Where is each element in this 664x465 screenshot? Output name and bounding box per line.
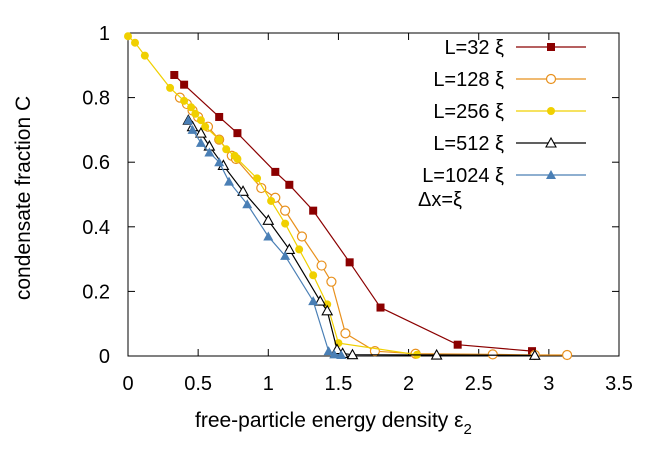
series-layer [124, 32, 573, 361]
data-point [528, 349, 541, 360]
y-tick-label: 0.2 [82, 281, 110, 303]
data-point [183, 115, 194, 125]
x-tick-label: 1.5 [325, 373, 353, 395]
data-point [336, 350, 347, 360]
data-point [296, 231, 308, 242]
data-point [267, 196, 276, 205]
x-tick-labels: 0 0.5 1 1.5 2 2.5 3 3.5 [122, 373, 632, 395]
data-point [195, 126, 207, 138]
legend-marker [546, 170, 556, 179]
data-point [237, 185, 249, 196]
x-tick-label: 3.5 [605, 373, 633, 395]
data-point [180, 96, 189, 105]
data-point [329, 349, 340, 359]
data-point [346, 348, 359, 360]
legend-marker [547, 43, 555, 51]
data-point [166, 83, 175, 92]
x-tick-label: 3 [543, 373, 554, 395]
data-point [430, 348, 443, 360]
legend-marker [545, 136, 557, 148]
data-point [285, 180, 294, 189]
series-line [187, 119, 535, 356]
x-axis-label-main: free-particle energy density ε [195, 409, 464, 432]
data-point [283, 243, 296, 254]
data-point [187, 103, 196, 112]
series-4 [183, 115, 347, 360]
data-point [271, 167, 280, 176]
legend-label: L=512 ξ [433, 133, 504, 155]
y-tick-label: 1 [99, 23, 110, 45]
x-tick-label: 0.5 [184, 373, 212, 395]
data-point [233, 154, 242, 163]
x-axis-label-sub: 2 [464, 421, 472, 438]
data-point [561, 349, 573, 361]
data-point [253, 174, 262, 183]
data-point [242, 199, 253, 209]
data-point [323, 346, 334, 356]
data-point [204, 147, 215, 157]
x-tick-label: 2 [403, 373, 414, 395]
data-point [453, 340, 462, 349]
data-point [314, 294, 327, 306]
data-point [487, 349, 498, 360]
x-tick-label: 1 [263, 373, 274, 395]
legend-label: L=128 ξ [433, 69, 504, 91]
legend-marker [547, 107, 555, 115]
legend-marker [545, 73, 557, 85]
data-point [196, 116, 205, 125]
data-point [340, 328, 351, 339]
data-point [280, 205, 291, 216]
legend-label: L=256 ξ [433, 101, 504, 123]
data-point [215, 112, 224, 121]
data-point [376, 303, 385, 312]
data-point [321, 304, 334, 316]
data-point [309, 271, 318, 280]
data-point [195, 137, 206, 147]
data-point [345, 258, 354, 267]
data-point [131, 38, 140, 47]
x-tick-label: 0 [122, 373, 133, 395]
data-point [170, 70, 179, 79]
x-tick-label: 2.5 [465, 373, 493, 395]
data-point [262, 214, 275, 225]
data-point [201, 122, 210, 131]
axis-ticks [127, 32, 620, 357]
data-point [256, 182, 267, 194]
data-point [180, 80, 189, 89]
data-point [215, 135, 224, 144]
data-point [233, 129, 242, 138]
legend-label: L=32 ξ [444, 37, 504, 59]
data-point [309, 206, 318, 215]
y-axis-label: condensate fraction C [12, 96, 35, 300]
series-2 [124, 32, 421, 359]
y-tick-label: 0 [99, 346, 110, 368]
data-point [323, 300, 332, 309]
data-point [214, 157, 225, 167]
plot-frame [127, 32, 620, 357]
data-point [308, 296, 319, 306]
data-point [295, 245, 304, 254]
data-point [187, 124, 198, 134]
data-point [224, 176, 235, 186]
data-point [124, 32, 132, 41]
data-point [280, 250, 291, 260]
data-point [316, 260, 327, 271]
data-point [263, 231, 274, 241]
y-tick-label: 0.4 [82, 217, 110, 239]
y-tick-labels: 0 0.2 0.4 0.6 0.8 1 [82, 23, 110, 368]
legend: L=32 ξ L=128 ξ L=256 ξ L=512 ξ L=1024 ξ [422, 37, 586, 187]
x-axis-label: free-particle energy density ε2 [195, 409, 472, 438]
y-tick-label: 0.8 [82, 88, 110, 110]
annotation: Δx=ξ [418, 189, 462, 211]
data-point [191, 109, 200, 118]
data-point [140, 51, 149, 60]
data-point [222, 145, 231, 154]
legend-label: L=1024 ξ [422, 165, 504, 187]
data-point [326, 276, 337, 287]
data-point [281, 219, 290, 228]
y-tick-label: 0.6 [82, 152, 110, 174]
